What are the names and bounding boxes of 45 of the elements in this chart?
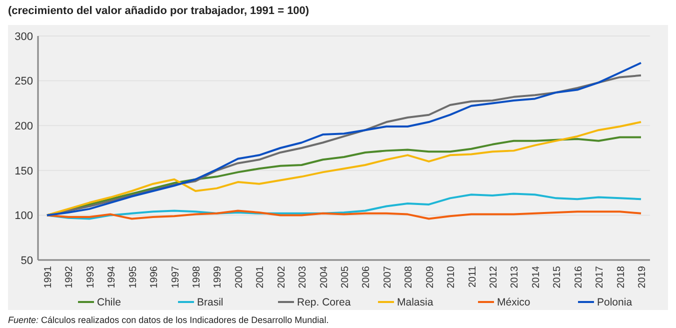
x-tick-label: 2006 [361, 266, 372, 288]
x-tick-label: 1997 [170, 266, 182, 288]
x-tick-label: 1999 [212, 266, 224, 288]
x-tick-label: 2008 [404, 266, 415, 288]
legend-label: Brasil [197, 296, 224, 309]
legend-label: Polonia [597, 296, 632, 309]
y-tick-label: 250 [14, 76, 33, 88]
x-tick-label: 2005 [340, 266, 351, 288]
y-tick-label: 100 [14, 210, 33, 222]
x-tick-label: 2002 [276, 266, 288, 288]
x-tick-label: 2004 [318, 266, 330, 288]
source-note: Fuente: Cálculos realizados con datos de los Indicadores de Desarrollo Mundial. [8, 315, 329, 325]
x-tick-label: 1996 [149, 266, 160, 288]
line-series [46, 210, 642, 220]
y-tick-label: 300 [14, 30, 33, 43]
x-tick-label: 2017 [594, 266, 606, 288]
legend-label: Chile [97, 296, 122, 309]
chart-title: (crecimiento del valor añadido por trabajador, 1991 = 100) [8, 5, 310, 17]
x-tick-label: 2019 [637, 266, 648, 288]
x-tick-label: 2013 [510, 266, 521, 288]
x-tick-label: 2001 [255, 266, 266, 288]
x-tick-label: 1998 [192, 266, 202, 288]
legend-label: Rep. Corea [297, 296, 351, 309]
x-tick-label: 2003 [298, 266, 309, 288]
legend-label: México [497, 296, 530, 309]
x-tick-label: 2015 [552, 266, 564, 288]
x-tick-label: 2012 [488, 266, 500, 288]
x-tick-label: 2016 [573, 266, 584, 288]
x-tick-label: 2010 [446, 266, 458, 288]
legend-label: Malasia [397, 296, 434, 309]
y-tick-label: 200 [14, 120, 33, 132]
x-tick-label: 1994 [106, 266, 118, 288]
x-tick-label: 2000 [234, 266, 245, 288]
x-tick-label: 2011 [467, 266, 478, 288]
y-tick-label: 150 [14, 165, 33, 178]
x-tick-label: 2007 [382, 266, 394, 288]
x-tick-label: 1995 [128, 266, 139, 288]
line-series [46, 121, 642, 216]
x-tick-label: 1991 [43, 266, 54, 288]
x-tick-label: 2014 [530, 266, 542, 288]
x-tick-label: 1992 [64, 266, 76, 288]
x-tick-label: 2018 [616, 266, 627, 288]
x-tick-label: 1993 [85, 266, 96, 288]
x-tick-label: 2009 [424, 266, 436, 288]
y-tick-label: 50 [20, 254, 33, 267]
